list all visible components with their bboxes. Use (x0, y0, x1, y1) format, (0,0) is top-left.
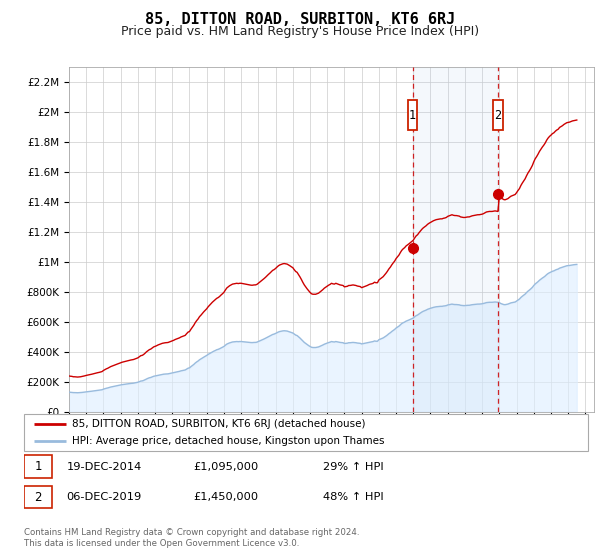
Text: £1,450,000: £1,450,000 (193, 492, 259, 502)
Text: 1: 1 (409, 109, 416, 122)
Text: 85, DITTON ROAD, SURBITON, KT6 6RJ (detached house): 85, DITTON ROAD, SURBITON, KT6 6RJ (deta… (72, 419, 365, 429)
Text: 2: 2 (494, 109, 502, 122)
Text: 48% ↑ HPI: 48% ↑ HPI (323, 492, 383, 502)
Text: 2: 2 (34, 491, 42, 503)
FancyBboxPatch shape (24, 486, 52, 508)
Text: Contains HM Land Registry data © Crown copyright and database right 2024.: Contains HM Land Registry data © Crown c… (24, 528, 359, 537)
Text: 29% ↑ HPI: 29% ↑ HPI (323, 461, 383, 472)
Text: HPI: Average price, detached house, Kingston upon Thames: HPI: Average price, detached house, King… (72, 436, 385, 446)
Text: 1: 1 (34, 460, 42, 473)
FancyBboxPatch shape (408, 100, 418, 130)
Text: £1,095,000: £1,095,000 (193, 461, 259, 472)
FancyBboxPatch shape (493, 100, 503, 130)
FancyBboxPatch shape (24, 455, 52, 478)
Text: Price paid vs. HM Land Registry's House Price Index (HPI): Price paid vs. HM Land Registry's House … (121, 25, 479, 38)
Text: This data is licensed under the Open Government Licence v3.0.: This data is licensed under the Open Gov… (24, 539, 299, 548)
Text: 85, DITTON ROAD, SURBITON, KT6 6RJ: 85, DITTON ROAD, SURBITON, KT6 6RJ (145, 12, 455, 27)
FancyBboxPatch shape (24, 414, 588, 451)
Text: 19-DEC-2014: 19-DEC-2014 (66, 461, 142, 472)
Bar (413, 67, 498, 412)
Text: 06-DEC-2019: 06-DEC-2019 (66, 492, 142, 502)
